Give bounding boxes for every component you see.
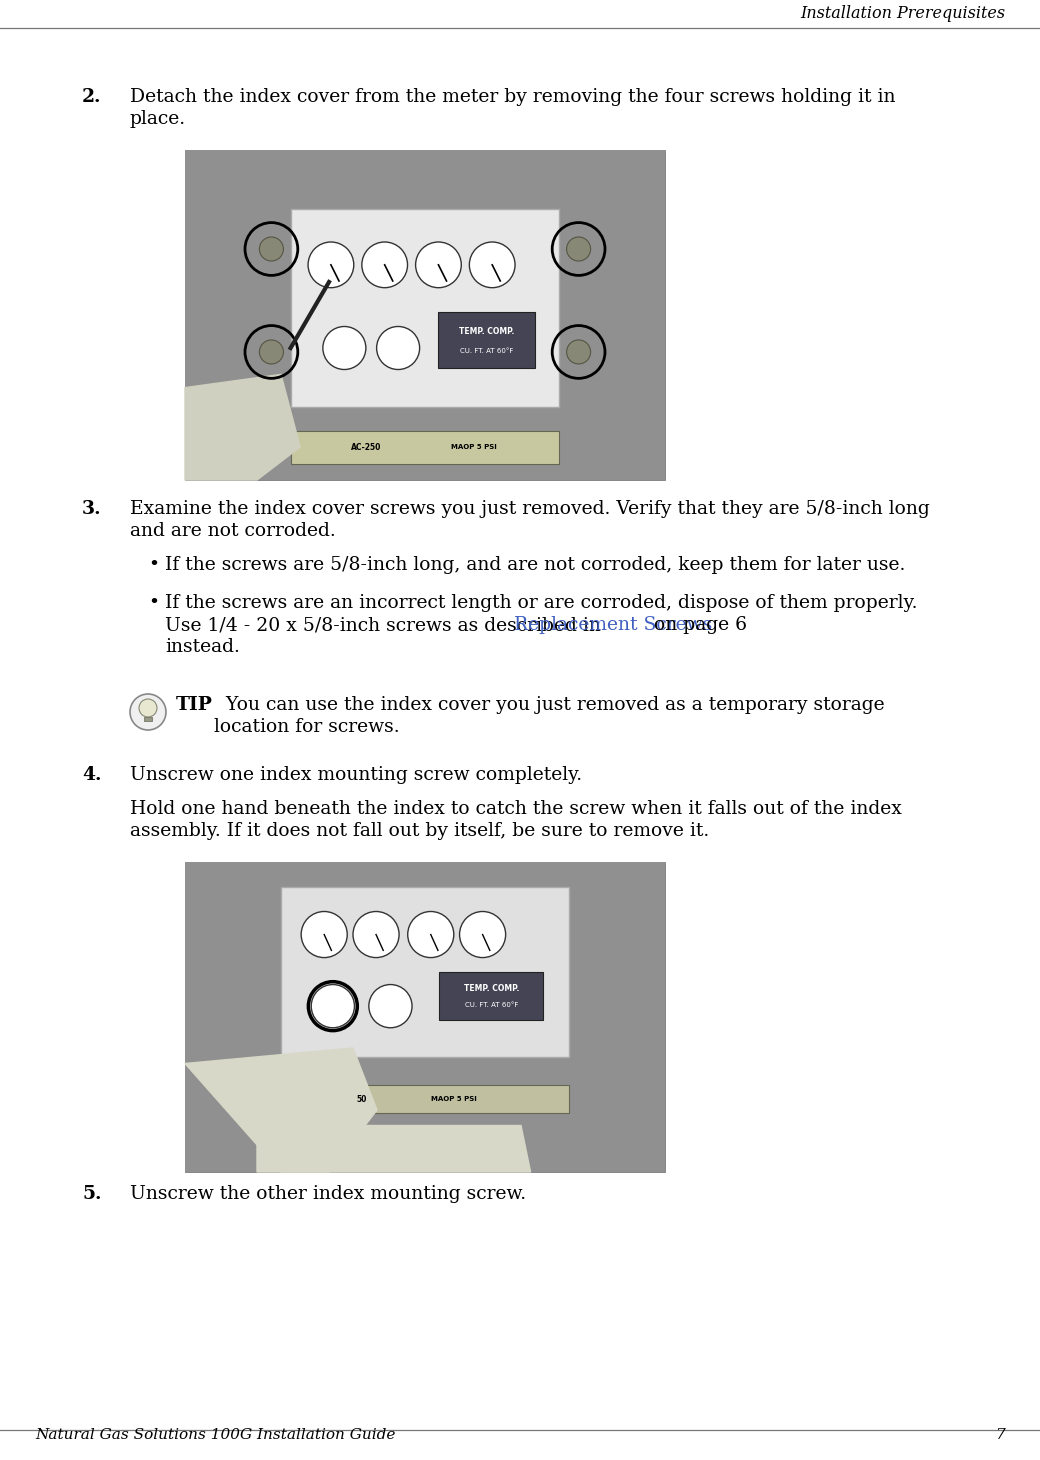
Bar [185, 150, 665, 480]
Text: Hold one hand beneath the index to catch the screw when it falls out of the inde: Hold one hand beneath the index to catch… [130, 800, 902, 818]
Text: Detach the index cover from the meter by removing the four screws holding it in: Detach the index cover from the meter by… [130, 88, 895, 107]
Text: and are not corroded.: and are not corroded. [130, 523, 336, 540]
Text: TEMP. COMP.: TEMP. COMP. [459, 327, 515, 336]
Text: MAOP 5 PSI: MAOP 5 PSI [450, 444, 496, 450]
Circle shape [567, 340, 591, 364]
Polygon shape [185, 1048, 378, 1172]
Bar [281, 886, 569, 1057]
Circle shape [362, 242, 408, 288]
Bar [144, 717, 152, 721]
Text: CU. FT. AT 60°F: CU. FT. AT 60°F [460, 347, 514, 355]
Circle shape [369, 984, 412, 1028]
Text: Unscrew the other index mounting screw.: Unscrew the other index mounting screw. [130, 1186, 526, 1203]
Text: 2.: 2. [82, 88, 102, 107]
Text: 7: 7 [995, 1428, 1005, 1442]
Bar [290, 209, 560, 407]
Text: CU. FT. AT 60°F: CU. FT. AT 60°F [465, 1003, 518, 1009]
Circle shape [302, 911, 347, 958]
Bar [439, 972, 543, 1019]
Circle shape [408, 911, 453, 958]
Text: instead.: instead. [165, 638, 240, 656]
Circle shape [416, 242, 462, 288]
Circle shape [376, 327, 419, 369]
Circle shape [139, 699, 157, 717]
Bar [185, 861, 665, 1172]
Text: 50: 50 [357, 1095, 367, 1104]
Circle shape [567, 237, 591, 261]
Text: Examine the index cover screws you just removed. Verify that they are 5/8-inch l: Examine the index cover screws you just … [130, 499, 930, 518]
Text: Unscrew one index mounting screw completely.: Unscrew one index mounting screw complet… [130, 766, 582, 784]
Text: Installation Prerequisites: Installation Prerequisites [800, 4, 1005, 22]
Polygon shape [185, 374, 301, 480]
Circle shape [311, 984, 355, 1028]
Text: •: • [148, 594, 159, 612]
Text: 4.: 4. [82, 766, 102, 784]
Bar [290, 431, 560, 463]
Text: Use 1/4 - 20 x 5/8-inch screws as described in: Use 1/4 - 20 x 5/8-inch screws as descri… [165, 616, 607, 634]
Circle shape [308, 242, 354, 288]
Text: assembly. If it does not fall out by itself, be sure to remove it.: assembly. If it does not fall out by its… [130, 822, 709, 839]
Bar [439, 312, 536, 368]
Bar [281, 1085, 569, 1113]
Text: Natural Gas Solutions 100G Installation Guide: Natural Gas Solutions 100G Installation … [35, 1428, 395, 1442]
Text: Replacement Screws: Replacement Screws [514, 616, 712, 634]
Text: TEMP. COMP.: TEMP. COMP. [464, 984, 519, 993]
Text: If the screws are an incorrect length or are corroded, dispose of them properly.: If the screws are an incorrect length or… [165, 594, 917, 612]
Text: location for screws.: location for screws. [214, 718, 399, 736]
Text: MAOP 5 PSI: MAOP 5 PSI [431, 1096, 476, 1102]
Text: TIP: TIP [176, 696, 213, 714]
Circle shape [322, 327, 366, 369]
Circle shape [259, 340, 284, 364]
Text: on page 6: on page 6 [648, 616, 747, 634]
Text: place.: place. [130, 110, 186, 128]
Polygon shape [257, 1126, 530, 1172]
Text: 3.: 3. [82, 499, 102, 518]
Circle shape [469, 242, 515, 288]
Circle shape [130, 694, 166, 730]
Bar [185, 861, 665, 1172]
Bar [185, 150, 665, 480]
Text: •: • [148, 556, 159, 574]
Text: 5.: 5. [82, 1186, 102, 1203]
Circle shape [353, 911, 399, 958]
Text: AC-250: AC-250 [350, 442, 381, 451]
Text: If the screws are 5/8-inch long, and are not corroded, keep them for later use.: If the screws are 5/8-inch long, and are… [165, 556, 906, 574]
Circle shape [460, 911, 505, 958]
Text: You can use the index cover you just removed as a temporary storage: You can use the index cover you just rem… [214, 696, 885, 714]
Circle shape [259, 237, 284, 261]
